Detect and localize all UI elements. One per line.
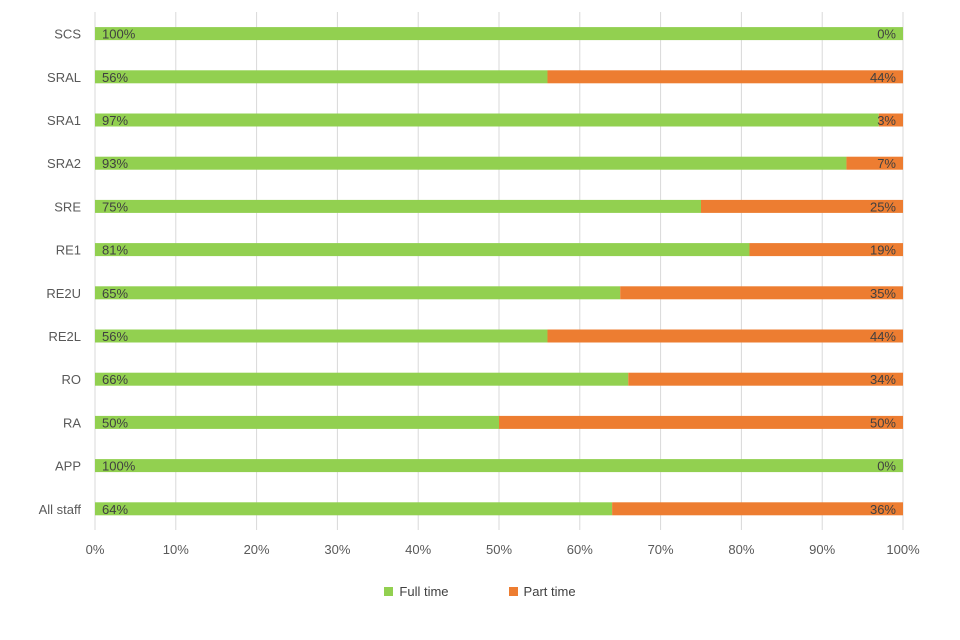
x-tick-label-7: 70% [648,542,674,557]
x-tick-label-1: 10% [163,542,189,557]
data-label-full-time-7: 56% [102,329,128,344]
data-label-full-time-1: 56% [102,70,128,85]
bar-full-time-7 [95,329,548,343]
x-tick-label-4: 40% [405,542,431,557]
y-category-label-4: SRE [54,199,81,214]
y-category-label-10: APP [55,459,81,474]
y-category-label-9: RA [63,415,81,430]
bar-full-time-1 [95,70,548,84]
bar-part-time-3 [846,156,903,170]
bar-full-time-3 [95,156,847,170]
data-label-part-time-10: 0% [877,459,896,474]
data-label-full-time-2: 97% [102,113,128,128]
x-tick-label-2: 20% [244,542,270,557]
data-label-part-time-8: 34% [870,372,896,387]
data-label-part-time-0: 0% [877,27,896,42]
bar-full-time-8 [95,372,629,386]
data-label-part-time-3: 7% [877,156,896,171]
y-category-label-1: SRAL [47,70,81,85]
data-label-full-time-5: 81% [102,243,128,258]
x-tick-label-6: 60% [567,542,593,557]
data-label-full-time-3: 93% [102,156,128,171]
bar-part-time-6 [620,286,903,300]
legend-item-full-time: Full time [384,584,449,599]
bar-full-time-11 [95,502,613,516]
data-label-part-time-7: 44% [870,329,896,344]
bar-part-time-9 [499,415,903,429]
data-label-full-time-0: 100% [102,27,136,42]
y-category-label-2: SRA1 [47,113,81,128]
data-label-part-time-5: 19% [870,243,896,258]
bar-full-time-10 [95,459,903,473]
data-label-full-time-9: 50% [102,415,128,430]
y-category-label-6: RE2U [46,286,81,301]
bar-full-time-0 [95,27,903,41]
data-label-part-time-11: 36% [870,502,896,517]
data-label-full-time-11: 64% [102,502,128,517]
x-tick-label-0: 0% [86,542,105,557]
y-category-label-11: All staff [39,502,82,517]
bar-part-time-7 [547,329,903,343]
data-label-part-time-2: 3% [877,113,896,128]
y-category-label-7: RE2L [48,329,81,344]
y-category-label-0: SCS [54,27,81,42]
data-label-full-time-8: 66% [102,372,128,387]
data-label-part-time-1: 44% [870,70,896,85]
x-tick-label-3: 30% [324,542,350,557]
bar-full-time-5 [95,243,750,257]
x-tick-label-10: 100% [886,542,920,557]
data-label-part-time-4: 25% [870,199,896,214]
data-label-part-time-9: 50% [870,415,896,430]
legend-label-part-time: Part time [523,584,576,599]
legend-item-part-time: Part time [508,584,576,599]
data-label-full-time-6: 65% [102,286,128,301]
bar-full-time-9 [95,415,499,429]
legend-swatch-full-time [384,587,394,596]
y-category-label-5: RE1 [56,243,81,258]
x-tick-label-9: 90% [809,542,835,557]
data-label-part-time-6: 35% [870,286,896,301]
y-category-label-8: RO [62,372,82,387]
chart-legend: Full time Part time [0,584,960,599]
bar-full-time-6 [95,286,621,300]
data-label-full-time-10: 100% [102,459,136,474]
bar-part-time-11 [612,502,903,516]
y-category-label-3: SRA2 [47,156,81,171]
bar-part-time-2 [878,113,903,127]
legend-swatch-part-time [508,587,518,596]
bar-part-time-8 [628,372,903,386]
x-tick-label-8: 80% [728,542,754,557]
bar-part-time-1 [547,70,903,84]
bar-full-time-2 [95,113,879,127]
legend-label-full-time: Full time [399,584,449,599]
bar-part-time-4 [701,199,903,213]
bar-full-time-4 [95,199,701,213]
chart-plot-area: 0% 10% 20% 30% 40% 50% 60% 70% 80% 90% 100% SCS 100%… [39,12,920,557]
bar-part-time-5 [749,243,903,257]
x-tick-label-5: 50% [486,542,512,557]
data-label-full-time-4: 75% [102,199,128,214]
